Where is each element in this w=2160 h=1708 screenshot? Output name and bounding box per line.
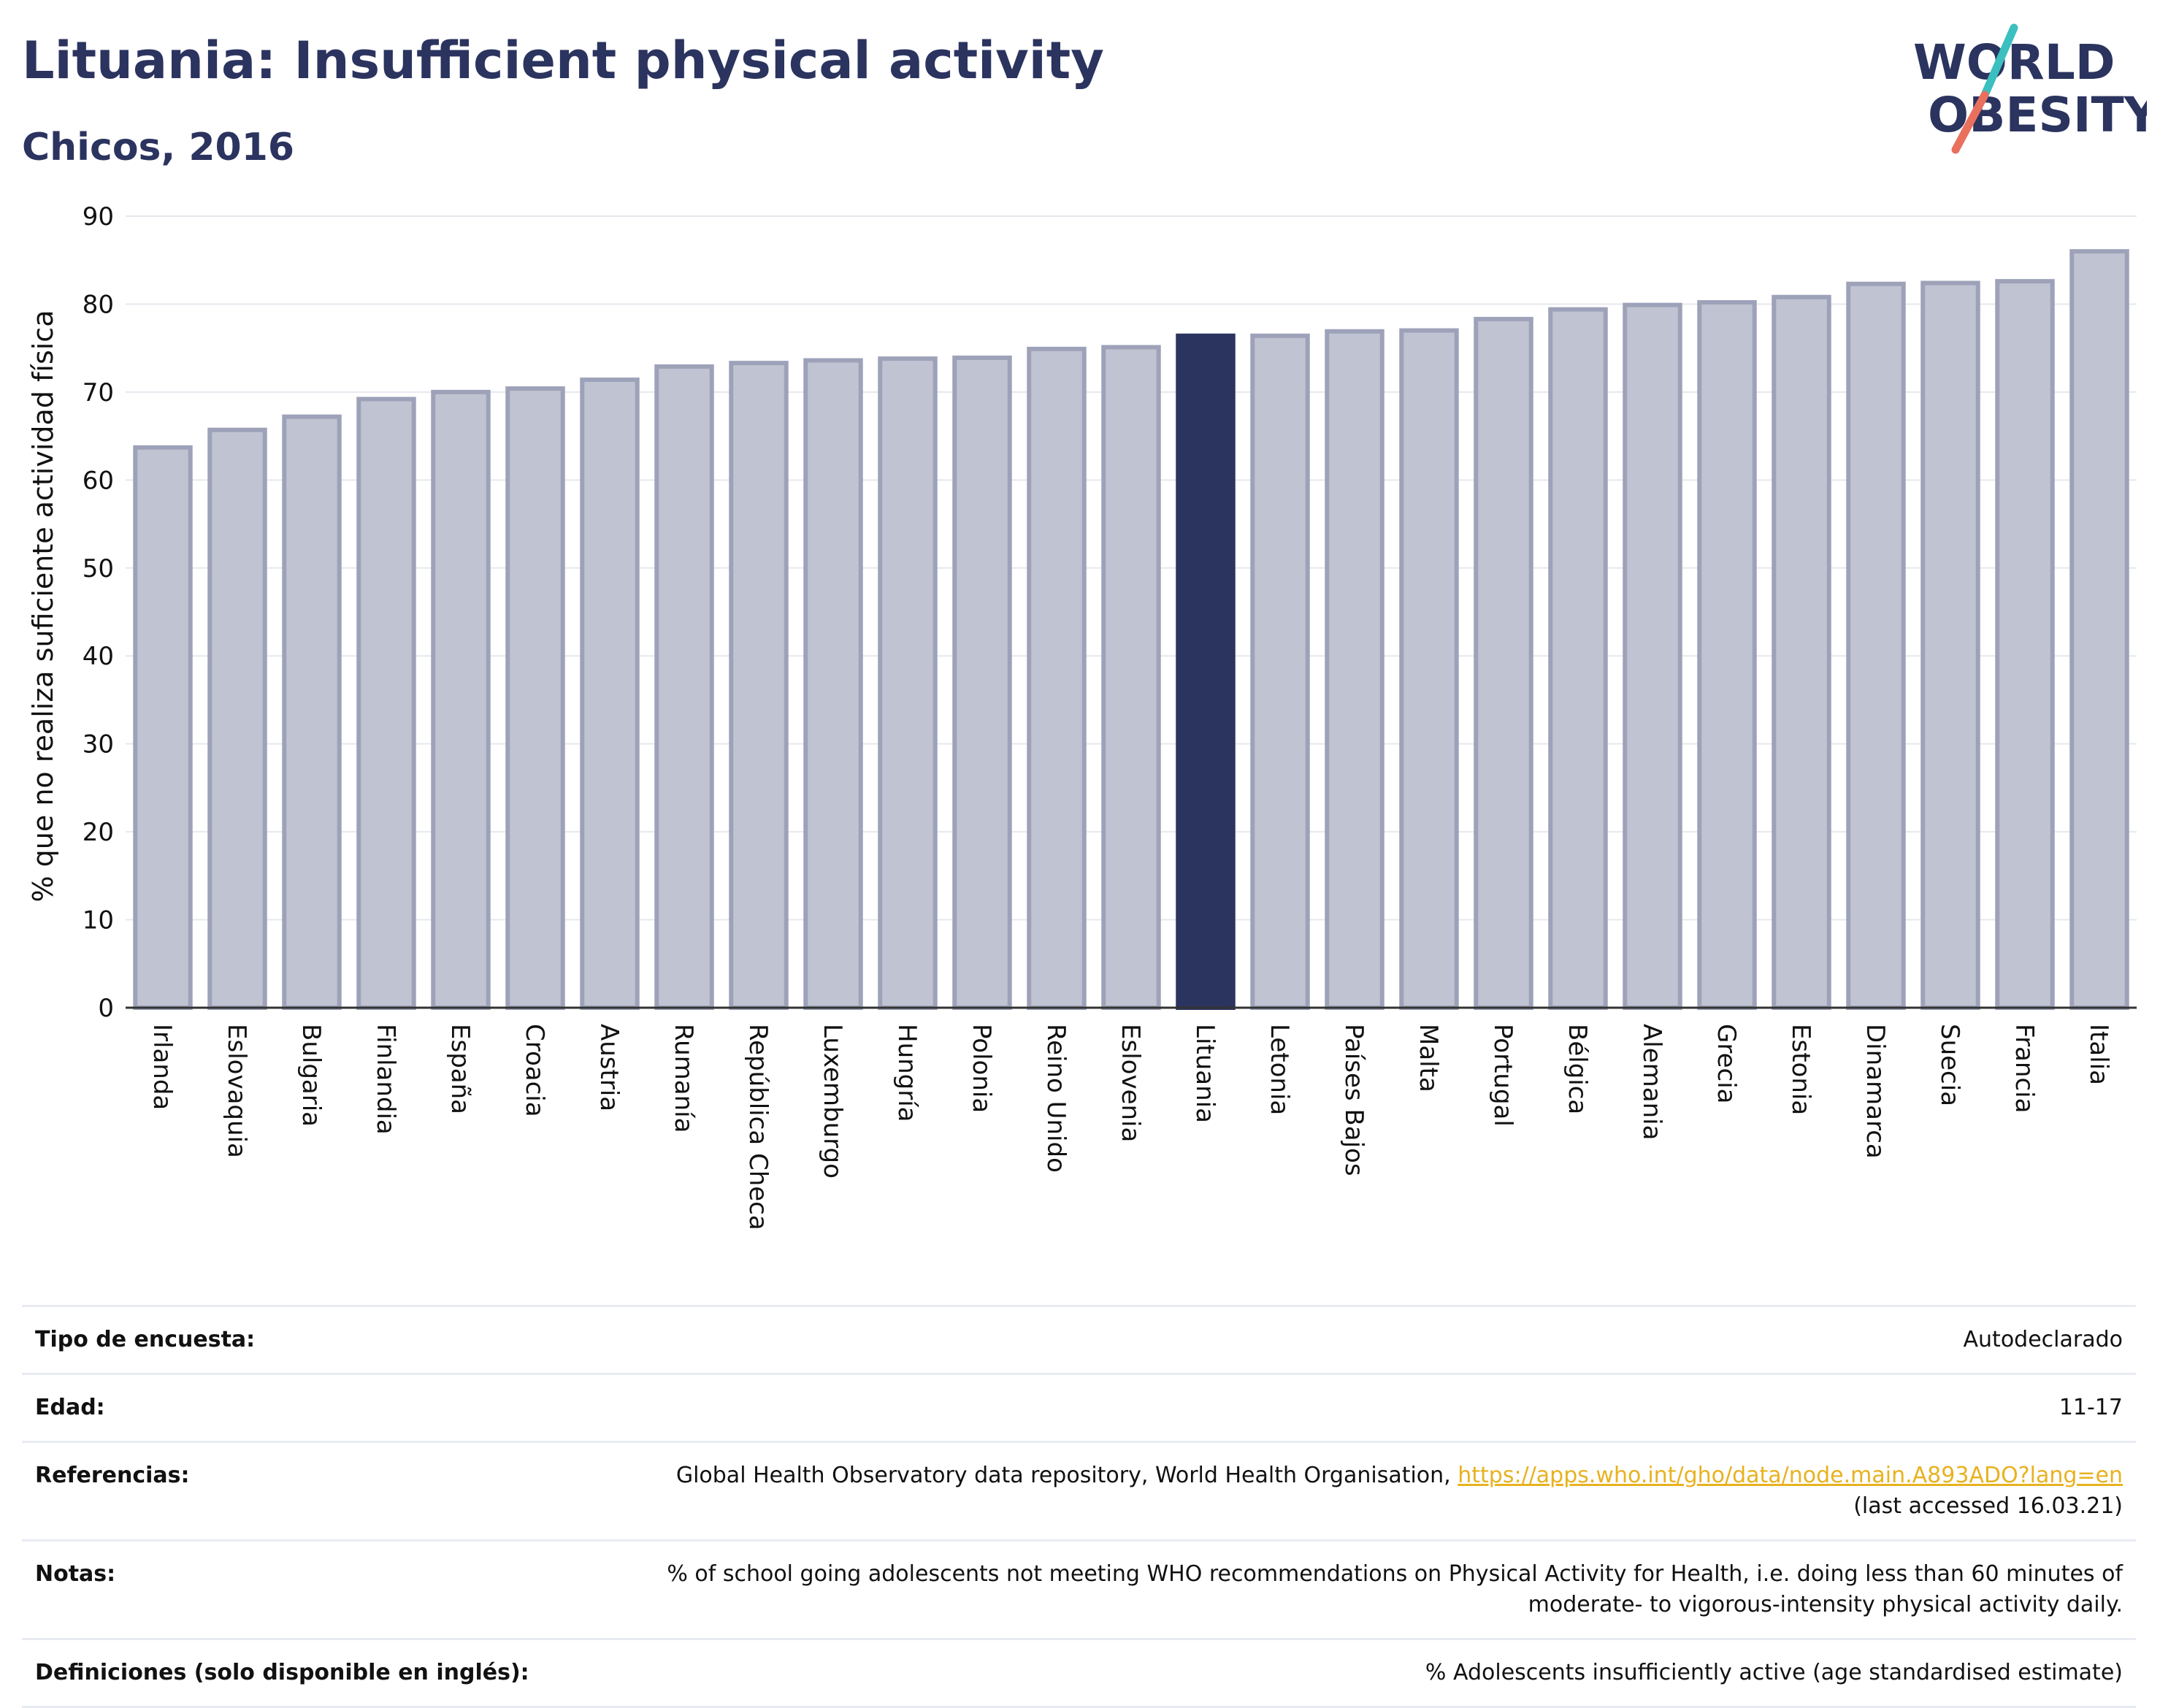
x-category-label: Portugal	[1488, 1024, 1517, 1127]
info-row-notes: Notas: % of school going adolescents not…	[22, 1540, 2136, 1639]
bar-5[interactable]	[505, 386, 565, 1010]
bar-22[interactable]	[1772, 294, 1831, 1010]
x-category-label: Finlandia	[371, 1024, 400, 1135]
info-table: Tipo de encuesta: Autodeclarado Edad: 11…	[22, 1305, 2136, 1708]
x-category-label: Rumanía	[669, 1024, 698, 1133]
bars	[133, 249, 2129, 1011]
bar-24[interactable]	[1920, 280, 1980, 1010]
x-category-label: Alemania	[1637, 1024, 1666, 1140]
bar-chart: 0 10 20 30 40 50 60 70 80 90 Irlanda Eslovaquia Bul…	[27, 202, 2137, 1230]
x-category-label: Estonia	[1786, 1024, 1815, 1115]
bar-26[interactable]	[2069, 249, 2129, 1011]
bar-25[interactable]	[1995, 279, 2055, 1010]
y-tick-label: 70	[83, 378, 114, 407]
y-tick-label: 10	[83, 906, 114, 935]
x-category-label: Dinamarca	[1861, 1024, 1890, 1159]
bar-21[interactable]	[1697, 300, 1757, 1010]
x-category-label: Francia	[2010, 1024, 2039, 1113]
notes-line-2: moderate- to vigorous-intensity physical…	[1528, 1592, 2123, 1617]
info-value: % Adolescents insufficiently active (age…	[1425, 1660, 2123, 1685]
y-tick-label: 0	[98, 994, 114, 1023]
info-label: Edad:	[35, 1395, 105, 1420]
x-category-label: Lituania	[1190, 1024, 1219, 1123]
bar-2[interactable]	[282, 414, 342, 1010]
page-title: Lituania: Insufficient physical activity	[22, 31, 1104, 91]
bar-14[interactable]	[1176, 333, 1236, 1010]
bar-12[interactable]	[1027, 346, 1087, 1011]
bar-19[interactable]	[1548, 307, 1608, 1011]
x-category-labels: Irlanda Eslovaquia Bulgaria Finlandia España…	[148, 1024, 2113, 1230]
bar-4[interactable]	[431, 389, 491, 1010]
info-value: Global Health Observatory data repositor…	[618, 1442, 2136, 1541]
bar-15[interactable]	[1250, 333, 1310, 1010]
logo-text-world: WORLD	[1913, 34, 2115, 91]
bar-1[interactable]	[207, 427, 267, 1010]
bar-11[interactable]	[952, 355, 1012, 1011]
y-tick-label: 50	[83, 554, 114, 583]
x-category-label: Malta	[1414, 1024, 1443, 1092]
x-category-label: Luxemburgo	[818, 1024, 847, 1179]
y-tick-label: 30	[83, 730, 114, 759]
y-tick-labels: 0 10 20 30 40 50 60 70 80 90	[83, 202, 114, 1023]
info-value: Autodeclarado	[1963, 1327, 2123, 1352]
x-category-label: España	[445, 1024, 475, 1114]
bar-6[interactable]	[580, 378, 640, 1010]
bar-7[interactable]	[654, 364, 714, 1010]
info-row-references: Referencias: Global Health Observatory d…	[22, 1441, 2136, 1541]
y-tick-label: 40	[83, 642, 114, 671]
x-category-label: Austria	[594, 1024, 624, 1111]
info-label: Referencias:	[35, 1463, 190, 1488]
reference-accessed: (last accessed 16.03.21)	[1853, 1493, 2123, 1519]
info-label: Notas:	[35, 1561, 116, 1587]
x-category-label: Suecia	[1935, 1024, 1964, 1106]
bar-20[interactable]	[1623, 302, 1682, 1011]
bar-0[interactable]	[133, 445, 193, 1010]
x-category-label: Eslovenia	[1116, 1024, 1145, 1142]
y-tick-label: 80	[83, 290, 114, 319]
bar-13[interactable]	[1101, 345, 1161, 1010]
x-category-label: Hungría	[892, 1024, 922, 1122]
bar-9[interactable]	[803, 358, 863, 1011]
y-axis-title: % que no realiza suficiente actividad fí…	[27, 310, 59, 903]
info-row-survey-type: Tipo de encuesta: Autodeclarado	[22, 1306, 2136, 1374]
page-subtitle: Chicos, 2016	[22, 126, 295, 169]
bar-17[interactable]	[1399, 328, 1459, 1011]
x-category-label: Eslovaquia	[222, 1024, 251, 1158]
bar-23[interactable]	[1846, 281, 1906, 1010]
bar-18[interactable]	[1474, 316, 1533, 1011]
x-category-label: Letonia	[1265, 1024, 1294, 1115]
y-tick-label: 60	[83, 466, 114, 495]
x-category-label: Croacia	[520, 1024, 549, 1117]
x-category-label: Polonia	[967, 1024, 996, 1113]
info-row-age: Edad: 11-17	[22, 1374, 2136, 1442]
bar-16[interactable]	[1325, 329, 1385, 1010]
world-obesity-logo-icon: WORLD OBESITY	[1913, 23, 2147, 154]
x-category-label: Bulgaria	[296, 1024, 326, 1127]
reference-link[interactable]: https://apps.who.int/gho/data/node.main.…	[1458, 1463, 2123, 1488]
info-value: 11-17	[2058, 1395, 2123, 1420]
logo-slash-teal	[1980, 23, 2018, 99]
y-tick-label: 20	[83, 818, 114, 847]
x-category-label: Irlanda	[148, 1024, 177, 1110]
bar-3[interactable]	[356, 397, 416, 1010]
x-category-label: Grecia	[1712, 1024, 1741, 1103]
x-category-label: Bélgica	[1563, 1024, 1592, 1114]
x-category-label: República Checa	[743, 1024, 773, 1230]
info-row-definitions: Definiciones (solo disponible en inglés)…	[22, 1639, 2136, 1707]
notes-line-1: % of school going adolescents not meetin…	[667, 1561, 2123, 1587]
x-category-label: Países Bajos	[1339, 1024, 1368, 1176]
bar-8[interactable]	[729, 361, 789, 1010]
bar-10[interactable]	[878, 356, 938, 1010]
logo-slash-red	[1951, 91, 1989, 154]
info-label: Definiciones (solo disponible en inglés)…	[35, 1660, 529, 1685]
x-category-label: Italia	[2084, 1024, 2113, 1085]
y-tick-label: 90	[83, 202, 114, 231]
reference-text: Global Health Observatory data repositor…	[675, 1463, 1451, 1488]
info-label: Tipo de encuesta:	[35, 1327, 256, 1352]
info-value: % of school going adolescents not meetin…	[618, 1541, 2136, 1639]
x-category-label: Reino Unido	[1041, 1024, 1071, 1173]
